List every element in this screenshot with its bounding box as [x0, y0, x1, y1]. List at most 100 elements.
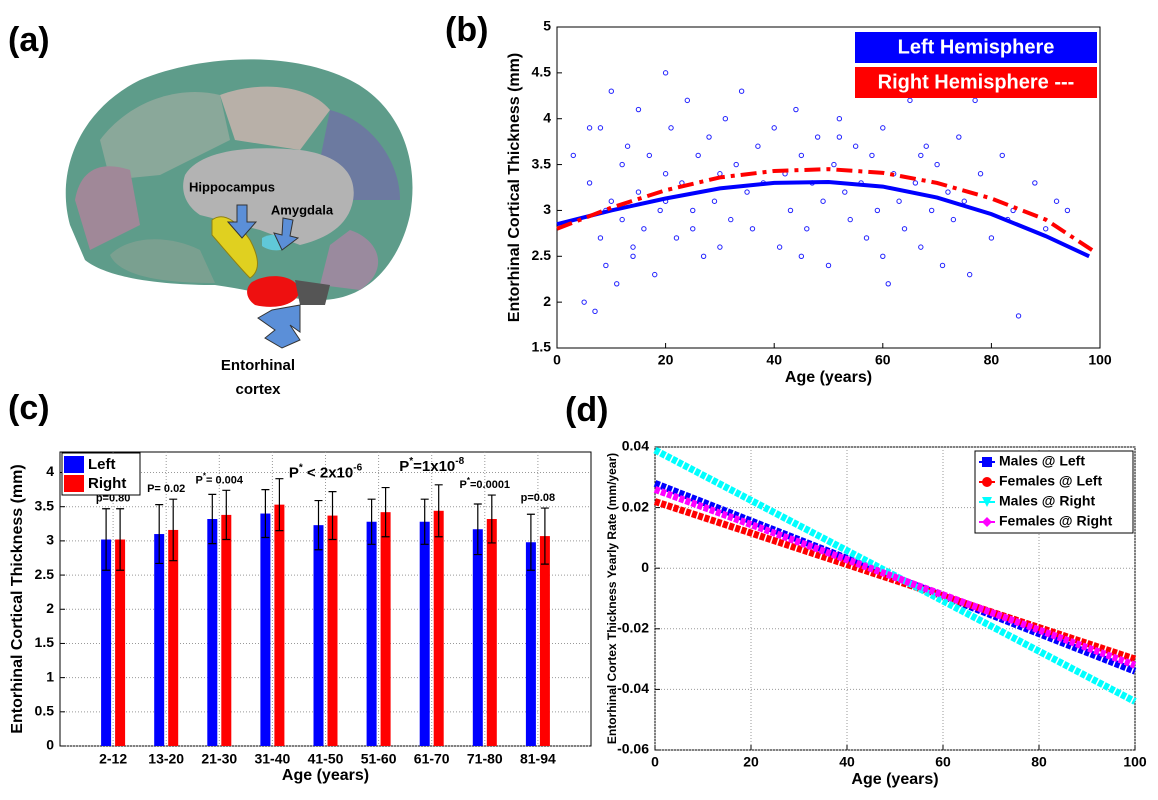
y-tick-label: 0 [641, 559, 649, 575]
chart-panel: 0 0.5 1 1.5 2 2.5 3 3.5 4 Age (years) Entorhinal C… [8, 389, 592, 784]
scatter-point [988, 235, 995, 241]
legend-label: Left Hemisphere [898, 36, 1055, 58]
x-tick-label: 0 [553, 352, 561, 368]
scatter-point [657, 207, 663, 214]
scatter-point [738, 88, 745, 94]
y-tick-label: 0 [46, 737, 54, 753]
scatter-point [825, 262, 832, 269]
p-value-text: P [460, 479, 467, 491]
scatter-point [820, 198, 826, 204]
scatter-point [603, 262, 609, 269]
y-axis-label: Entorhinal Cortex Thickness Yearly Rate … [605, 453, 619, 744]
p-value-text: p=0.80 [96, 493, 131, 505]
x-tick-label: 100 [1088, 352, 1112, 368]
x-tick-label: 41-50 [308, 751, 344, 767]
panel-label: (c) [8, 389, 50, 427]
scatter-point [950, 216, 957, 223]
scatter-point [1015, 313, 1022, 319]
p-value-text: =0.0001 [470, 479, 510, 491]
arrow [226, 204, 258, 239]
scatter-point [804, 226, 810, 232]
x-tick-label: 80 [1031, 754, 1047, 770]
scatter-point [896, 198, 902, 204]
scatter-point [662, 171, 669, 177]
y-tick-label: 1 [46, 668, 54, 684]
bar [525, 542, 536, 746]
scatter-point [662, 70, 669, 76]
scatter-point [928, 207, 935, 214]
arrow [273, 217, 300, 251]
scatter-point [695, 152, 701, 159]
error-bar [208, 493, 217, 545]
scatter-point [755, 143, 761, 149]
legend-marker [982, 517, 992, 527]
x-tick-label: 0 [651, 754, 659, 770]
error-bar [222, 489, 231, 541]
scatter-point [863, 235, 870, 241]
error-bar [275, 478, 284, 532]
x-tick-label: 2-12 [99, 751, 127, 767]
scatter-point [972, 97, 978, 104]
p-value: p=0.80 [96, 493, 131, 505]
legend-swatch [64, 475, 84, 492]
scatter-point [630, 244, 636, 250]
p-value: P* < 2x10-6 [289, 463, 363, 482]
scatter-point [749, 226, 756, 232]
entorhinal-cortex [247, 276, 300, 307]
y-tick-label: 1.5 [532, 339, 552, 355]
error-bar [540, 507, 549, 565]
bar [327, 515, 338, 746]
scatter-point [597, 235, 604, 241]
legend-label: Right Hemisphere --- [878, 71, 1075, 93]
x-tick-label: 100 [1123, 754, 1147, 770]
scatter-point [885, 281, 891, 287]
error-bar [261, 489, 270, 539]
legend-label: Females @ Right [999, 513, 1113, 529]
bar [154, 534, 165, 746]
scatter-point [1064, 207, 1071, 214]
scatter-point [869, 152, 875, 159]
bar [168, 529, 179, 746]
p-value-sup: -6 [353, 463, 362, 474]
scatter-point [977, 171, 984, 177]
scatter-point [880, 253, 886, 259]
error-bar [381, 486, 390, 538]
brain-region [75, 166, 140, 250]
y-tick-label: 3.5 [35, 497, 55, 513]
error-bar [169, 498, 178, 562]
scatter-point [907, 97, 913, 104]
scatter-point [635, 189, 642, 195]
panel-label: (a) [8, 21, 50, 59]
y-tick-label: 1.5 [35, 634, 55, 650]
brain-label: Amygdala [271, 202, 334, 217]
y-tick-label: 2.5 [35, 566, 55, 582]
x-tick-label: 20 [743, 754, 759, 770]
y-tick-label: 2 [543, 293, 551, 309]
scatter-point [597, 125, 604, 131]
bar [433, 510, 444, 746]
arrow [257, 304, 301, 349]
x-tick-label: 60 [935, 754, 951, 770]
x-tick-label: 60 [875, 352, 891, 368]
scatter-point [690, 226, 696, 232]
scatter-point [690, 207, 696, 214]
legend-swatch [855, 32, 1097, 63]
bar [380, 512, 391, 746]
scatter-point [880, 125, 886, 131]
bar [101, 539, 112, 746]
x-tick-label: 61-70 [414, 751, 450, 767]
scatter-point [847, 216, 853, 223]
p-value: P*= 0.004 [196, 471, 244, 486]
x-axis-label: Age (years) [282, 767, 369, 784]
scatter-point [608, 88, 614, 94]
scatter-point [635, 106, 642, 113]
p-value: P*=1x10-8 [399, 456, 464, 475]
y-tick-label: 0.02 [622, 498, 649, 514]
x-tick-label: 21-30 [201, 751, 237, 767]
x-tick-label: 81-94 [520, 751, 556, 767]
brain-label: Entorhinal [221, 357, 295, 374]
p-value-text: P [289, 465, 299, 482]
legend-marker [982, 477, 992, 487]
scatter-point [581, 299, 587, 305]
p-value-text: P [196, 474, 203, 486]
